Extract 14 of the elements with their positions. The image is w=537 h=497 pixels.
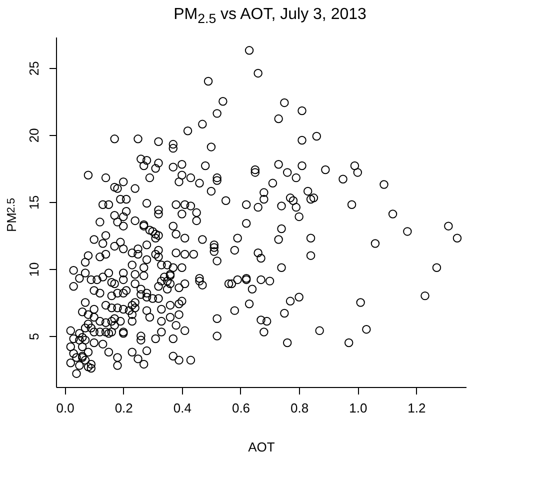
chart-title: PM$_{2.5}$ vs AOT, July 3, 2013 — [172, 6, 368, 26]
x-tick-label: 1.2 — [408, 400, 426, 416]
y-tick-label: 10 — [26, 262, 42, 277]
y-tick-label: 20 — [26, 128, 42, 143]
x-tick-label: 0.8 — [290, 400, 309, 416]
x-tick-label: 1.0 — [349, 400, 368, 416]
x-tick-label: 0.2 — [114, 400, 133, 416]
x-axis-title: AOT — [248, 440, 275, 454]
y-tick-label: 15 — [26, 195, 42, 210]
y-tick-label: 25 — [26, 61, 42, 76]
x-tick-label: 0.0 — [56, 400, 74, 416]
y-tick-label: 5 — [26, 332, 42, 340]
x-tick-label: 0.6 — [232, 400, 250, 416]
x-tick-label: 0.4 — [173, 400, 192, 416]
